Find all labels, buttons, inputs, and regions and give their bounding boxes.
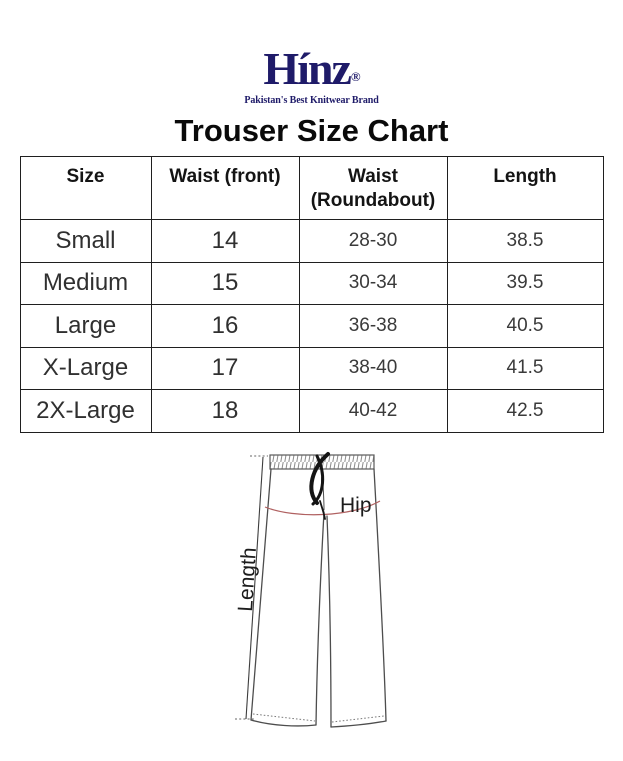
cell-waist-front: 14 — [150, 219, 300, 263]
hip-curve — [264, 500, 381, 516]
registered-trademark-icon: ® — [350, 69, 361, 84]
drawstring — [309, 452, 330, 520]
cell-waist-roundabout: 38-40 — [298, 346, 448, 390]
brand-logo: Hínz® Pakistan's Best Knitwear Brand — [0, 0, 623, 106]
cell-waist-front: 17 — [150, 346, 300, 390]
cell-waist-roundabout: 28-30 — [298, 219, 448, 263]
brand-tagline: Pakistan's Best Knitwear Brand — [244, 95, 379, 106]
table-row: X-Large 17 38-40 41.5 — [19, 346, 604, 390]
cell-size: 2X-Large — [19, 389, 152, 433]
column-header-size: Size — [19, 156, 152, 220]
table-row: Small 14 28-30 38.5 — [19, 219, 604, 263]
cell-length: 40.5 — [446, 304, 604, 348]
table-row: 2X-Large 18 40-42 42.5 — [19, 389, 604, 433]
cell-size: Medium — [19, 261, 152, 305]
column-header-length: Length — [446, 156, 604, 220]
cell-waist-roundabout: 30-34 — [298, 261, 448, 305]
cell-length: 39.5 — [446, 261, 604, 305]
length-label: Length — [234, 547, 261, 613]
waistband — [269, 454, 375, 470]
brand-wordmark: Hínz — [263, 43, 352, 94]
table-row: Medium 15 30-34 39.5 — [19, 261, 604, 305]
column-header-waist-front: Waist (front) — [150, 156, 300, 220]
cell-length: 38.5 — [446, 219, 604, 263]
cell-length: 41.5 — [446, 346, 604, 390]
length-measure-line — [235, 455, 268, 720]
cell-size: Small — [19, 219, 152, 263]
hip-label: Hip — [340, 494, 372, 517]
cell-waist-front: 18 — [150, 389, 300, 433]
cell-waist-front: 16 — [150, 304, 300, 348]
table-header-row: Size Waist (front) Waist (Roundabout) Le… — [19, 156, 604, 220]
size-chart-table: Size Waist (front) Waist (Roundabout) Le… — [19, 156, 604, 433]
page-title: Trouser Size Chart — [174, 113, 449, 148]
cell-waist-front: 15 — [150, 261, 300, 305]
cell-waist-roundabout: 40-42 — [298, 389, 448, 433]
hem-stitch-lines — [252, 713, 385, 723]
cell-size: X-Large — [19, 346, 152, 390]
table-row: Large 16 36-38 40.5 — [19, 304, 604, 348]
trouser-outline — [250, 468, 387, 728]
cell-size: Large — [19, 304, 152, 348]
column-header-waist-roundabout: Waist (Roundabout) — [298, 156, 448, 220]
cell-waist-roundabout: 36-38 — [298, 304, 448, 348]
cell-length: 42.5 — [446, 389, 604, 433]
